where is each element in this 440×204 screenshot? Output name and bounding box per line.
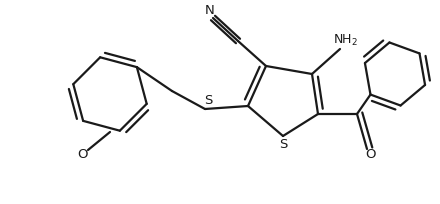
Text: S: S	[204, 94, 212, 108]
Text: S: S	[279, 139, 287, 152]
Text: N: N	[205, 3, 215, 17]
Text: NH$_2$: NH$_2$	[333, 32, 357, 48]
Text: O: O	[77, 149, 87, 162]
Text: O: O	[365, 149, 375, 162]
